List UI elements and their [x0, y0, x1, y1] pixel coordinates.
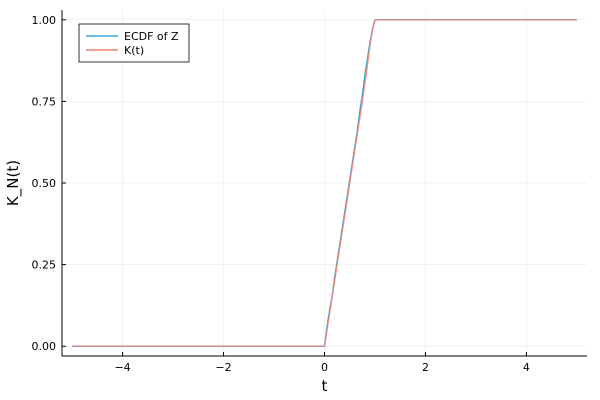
legend: ECDF of Z K(t) [78, 23, 190, 63]
y-tick-label-1: 0.25 [32, 259, 57, 272]
x-ticks: −4 −2 0 2 4 [114, 352, 530, 374]
x-tick-label-3: 2 [422, 361, 429, 374]
y-tick-label-3: 0.75 [32, 95, 57, 108]
x-tick-label-0: −4 [114, 361, 130, 374]
x-tick-label-1: −2 [215, 361, 231, 374]
y-ticks: 0.00 0.25 0.50 0.75 1.00 [32, 14, 66, 353]
y-axis-label: K_N(t) [4, 160, 23, 206]
y-tick-label-2: 0.50 [32, 177, 57, 190]
x-tick-label-4: 4 [523, 361, 530, 374]
series-lines [72, 19, 577, 347]
y-tick-label-4: 1.00 [32, 14, 57, 27]
legend-box [78, 23, 190, 63]
x-tick-label-2: 0 [321, 361, 328, 374]
y-tick-label-0: 0.00 [32, 340, 57, 353]
legend-label-k: K(t) [124, 44, 144, 57]
x-axis-label: t [322, 377, 328, 395]
legend-label-ecdf: ECDF of Z [124, 30, 179, 43]
series-line-1 [72, 19, 577, 347]
